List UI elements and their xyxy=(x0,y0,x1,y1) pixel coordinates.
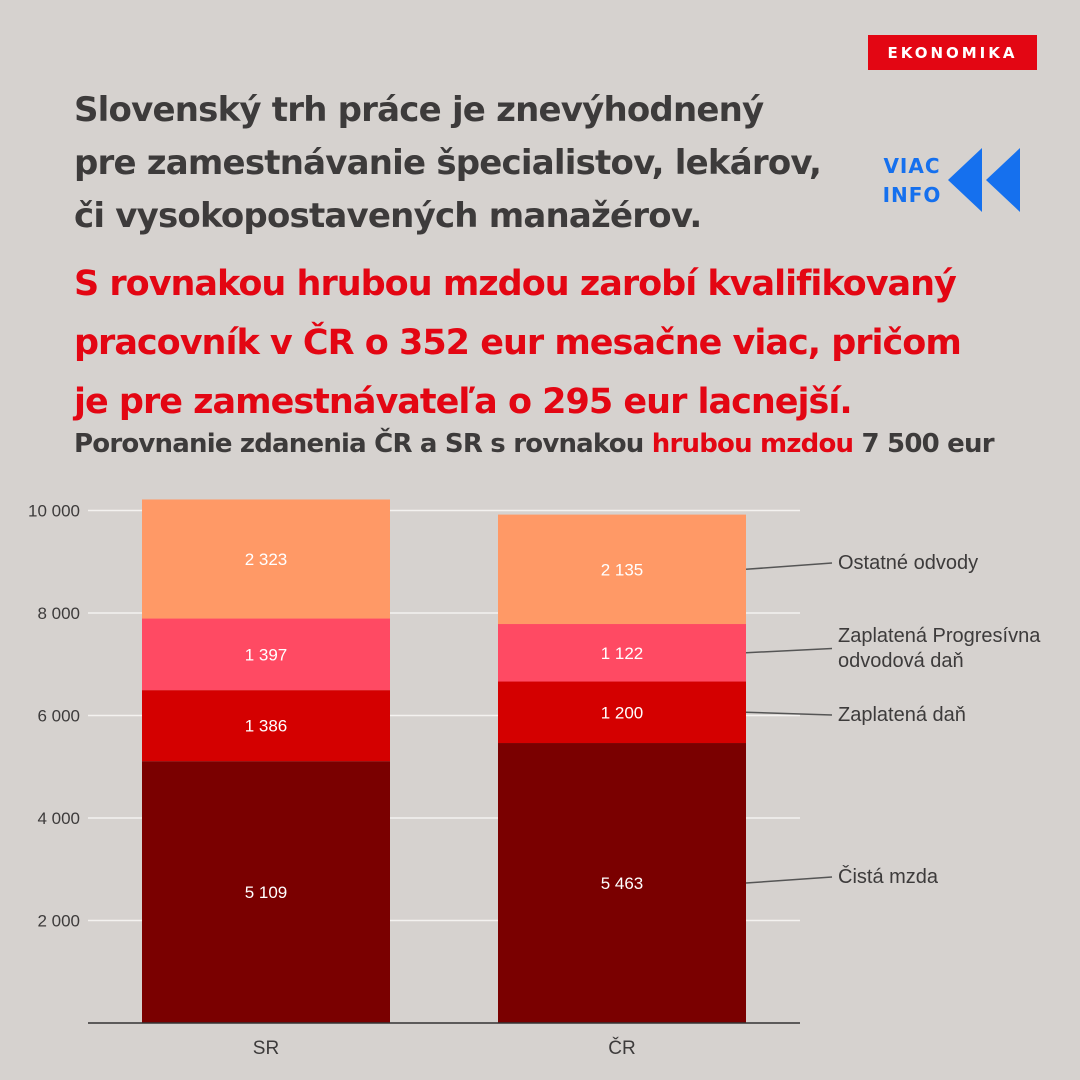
key-finding-line: pracovník v ČR o 352 eur mesačne viac, p… xyxy=(74,323,962,363)
legend-label: Zaplatená Progresívna odvodová daň xyxy=(838,625,1041,672)
chart-title: Porovnanie zdanenia ČR a SR s rovnakou h… xyxy=(74,424,1064,464)
x-tick-label: ČR xyxy=(608,1037,635,1059)
headline-line: Slovenský trh práce je znevýhodnený xyxy=(74,90,764,130)
x-tick-label: SR xyxy=(253,1038,279,1059)
bar-segment xyxy=(142,499,390,619)
legend-label: Čistá mzda xyxy=(838,865,939,888)
y-tick-label: 10 000 xyxy=(28,502,80,521)
data-label: 5 109 xyxy=(245,883,288,902)
key-finding-line: je pre zamestnávateľa o 295 eur lacnejší… xyxy=(74,382,853,422)
more-info-line: INFO xyxy=(882,183,942,207)
bar-segment xyxy=(498,624,746,682)
double-chevron-left-icon xyxy=(948,148,1020,212)
legend-leader-line xyxy=(745,711,833,716)
legend-leader-line xyxy=(745,562,833,571)
data-label: 1 386 xyxy=(245,717,288,736)
bar-segment xyxy=(498,514,746,625)
chart-title-highlight: hrubou mzdou xyxy=(651,429,854,459)
chart-title-suffix: 7 500 eur xyxy=(853,429,995,459)
brand-badge[interactable]: EKONOMIKA xyxy=(868,35,1037,70)
data-label: 5 463 xyxy=(601,874,644,893)
y-tick-label: 6 000 xyxy=(37,707,80,726)
data-label: 1 122 xyxy=(601,644,644,663)
axes: 2 000 4 000 6 000 8 000 10 000 SR ČR xyxy=(28,502,800,1059)
key-finding: S rovnakou hrubou mzdou zarobí kvalifiko… xyxy=(74,255,1054,432)
y-tick-label: 8 000 xyxy=(37,604,80,623)
y-tick-label: 2 000 xyxy=(37,912,80,931)
legend: Čistá mzda Zaplatená daň Zaplatená Progres… xyxy=(745,552,1041,888)
bar-segment xyxy=(142,690,390,762)
headline: Slovenský trh práce je znevýhodnený pre … xyxy=(74,84,854,243)
key-finding-line: S rovnakou hrubou mzdou zarobí kvalifiko… xyxy=(74,264,957,304)
bar-segment xyxy=(498,681,746,744)
bar-segment xyxy=(142,761,390,1023)
more-info-line: VIAC xyxy=(883,154,941,178)
legend-leader-line xyxy=(745,876,833,884)
data-label: 1 200 xyxy=(601,703,644,722)
bar-segment xyxy=(142,618,390,691)
y-tick-label: 4 000 xyxy=(37,809,80,828)
more-info-label: VIAC INFO xyxy=(878,152,946,210)
legend-leader-line xyxy=(745,647,833,654)
legend-label: Zaplatená daň xyxy=(838,704,966,726)
bar-segment xyxy=(498,743,746,1023)
data-label: 2 323 xyxy=(245,550,288,569)
chart-title-prefix: Porovnanie zdanenia ČR a SR s rovnakou xyxy=(74,429,652,459)
data-label: 2 135 xyxy=(601,560,644,579)
data-label: 1 397 xyxy=(245,645,288,664)
legend-label: Ostatné odvody xyxy=(838,552,978,574)
headline-line: pre zamestnávanie špecialistov, lekárov, xyxy=(74,143,822,183)
more-info-link[interactable]: VIAC INFO xyxy=(872,148,1022,212)
bars: 5 109 1 386 1 397 2 323 5 463 1 200 1 122 2 135 xyxy=(142,499,746,1023)
headline-line: či vysokopostavených manažérov. xyxy=(74,196,702,236)
